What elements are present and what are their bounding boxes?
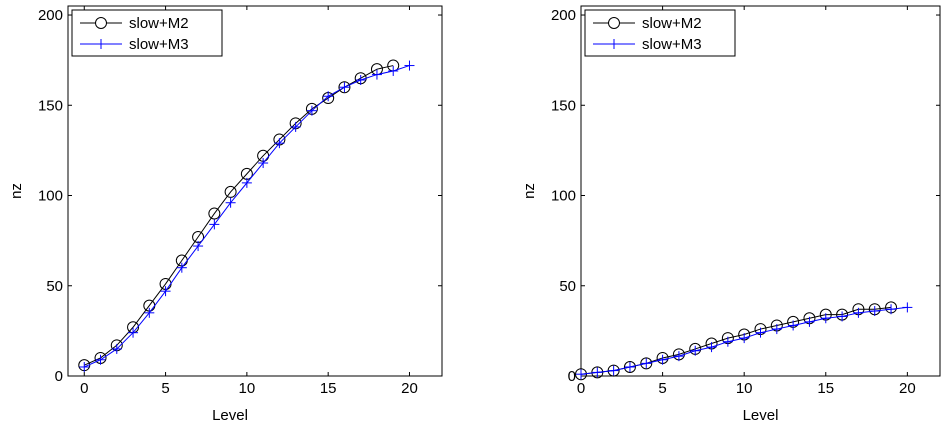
data-point bbox=[79, 361, 90, 372]
series-slow-m3 bbox=[576, 302, 913, 380]
data-point bbox=[404, 60, 415, 71]
x-tick-label: 5 bbox=[658, 380, 666, 397]
data-point bbox=[95, 354, 106, 365]
legend-label: slow+M2 bbox=[642, 15, 702, 32]
data-point bbox=[607, 364, 620, 377]
data-point bbox=[771, 324, 782, 335]
chart-panel-2: 0 5 10 15 20050100150200Levelnzslow+M2slow+M… bbox=[521, 5, 941, 424]
legend-label: slow+M3 bbox=[642, 36, 702, 53]
data-point bbox=[208, 207, 221, 220]
legend-marker-circle bbox=[95, 17, 107, 29]
data-point bbox=[306, 105, 317, 116]
data-point bbox=[592, 367, 603, 378]
x-axis-label: Level bbox=[212, 407, 248, 424]
data-point bbox=[690, 345, 701, 356]
data-point bbox=[388, 65, 399, 76]
data-point bbox=[623, 360, 636, 373]
data-point bbox=[338, 81, 351, 94]
data-point bbox=[641, 358, 652, 369]
data-point bbox=[755, 327, 766, 338]
data-point bbox=[853, 307, 864, 318]
data-point bbox=[739, 333, 750, 344]
x-axis-label: Level bbox=[743, 407, 779, 424]
plot-frame bbox=[67, 5, 443, 377]
data-point bbox=[225, 197, 236, 208]
data-point bbox=[111, 343, 122, 354]
series-line bbox=[84, 65, 394, 366]
y-tick-label: 0 bbox=[568, 368, 576, 385]
legend: slow+M2 slow+M3 bbox=[584, 9, 736, 57]
chart-panel-1: 0 5 10 15 20050100150200Levelnzslow+M2slow+M… bbox=[8, 5, 443, 424]
data-point bbox=[576, 369, 586, 380]
data-point bbox=[673, 351, 684, 362]
plot-frame bbox=[580, 5, 941, 377]
y-tick-label: 50 bbox=[46, 278, 63, 295]
legend-box bbox=[71, 9, 223, 57]
legend-marker-circle bbox=[608, 17, 620, 29]
x-tick-label: 15 bbox=[320, 380, 337, 397]
data-point bbox=[290, 121, 301, 132]
series-slow-m2 bbox=[575, 301, 898, 381]
x-tick-label: 10 bbox=[736, 380, 753, 397]
x-tick-label: 0 bbox=[577, 380, 585, 397]
data-point bbox=[788, 320, 799, 331]
data-point bbox=[804, 316, 815, 327]
legend-label: slow+M2 bbox=[129, 15, 189, 32]
data-point bbox=[224, 185, 237, 198]
y-axis-label: nz bbox=[8, 183, 25, 199]
data-point bbox=[902, 302, 913, 313]
legend: slow+M2 slow+M3 bbox=[71, 9, 223, 57]
y-tick-label: 200 bbox=[38, 7, 63, 24]
data-point bbox=[820, 313, 831, 324]
data-point bbox=[160, 286, 171, 297]
x-tick-label: 20 bbox=[899, 380, 916, 397]
data-point bbox=[371, 69, 382, 80]
data-point bbox=[209, 219, 220, 230]
data-point bbox=[274, 138, 285, 149]
y-tick-label: 0 bbox=[55, 368, 63, 385]
data-point bbox=[176, 262, 187, 273]
data-point bbox=[624, 361, 635, 372]
data-point bbox=[722, 336, 733, 347]
legend-box bbox=[584, 9, 736, 57]
data-point bbox=[706, 342, 717, 353]
data-point bbox=[144, 307, 155, 318]
data-point bbox=[837, 311, 848, 322]
data-point bbox=[323, 91, 334, 102]
y-tick-label: 150 bbox=[38, 97, 63, 114]
legend-marker-plus bbox=[96, 39, 106, 49]
series-line bbox=[580, 306, 892, 375]
data-point bbox=[575, 368, 587, 381]
x-tick-label: 5 bbox=[161, 380, 169, 397]
data-point bbox=[608, 365, 619, 376]
data-point bbox=[869, 306, 880, 317]
y-tick-label: 50 bbox=[559, 278, 576, 295]
legend-label: slow+M3 bbox=[129, 36, 189, 53]
x-tick-label: 0 bbox=[80, 380, 88, 397]
data-point bbox=[640, 357, 653, 370]
y-tick-label: 100 bbox=[551, 188, 576, 205]
legend-marker-plus bbox=[609, 39, 619, 49]
data-point bbox=[886, 304, 897, 315]
y-axis-label: nz bbox=[521, 183, 538, 199]
data-point bbox=[591, 366, 604, 379]
data-point bbox=[355, 75, 366, 85]
x-tick-label: 15 bbox=[817, 380, 834, 397]
data-point bbox=[339, 82, 350, 93]
data-point bbox=[193, 241, 204, 252]
series-slow-m3 bbox=[79, 60, 415, 372]
y-tick-label: 200 bbox=[551, 7, 576, 24]
data-point bbox=[258, 158, 269, 169]
data-point bbox=[241, 177, 252, 188]
x-tick-label: 10 bbox=[239, 380, 256, 397]
y-tick-label: 150 bbox=[551, 97, 576, 114]
data-point bbox=[657, 354, 668, 365]
x-tick-label: 20 bbox=[401, 380, 418, 397]
series-slow-m2 bbox=[78, 59, 400, 372]
data-point bbox=[128, 327, 139, 338]
y-tick-label: 100 bbox=[38, 188, 63, 205]
